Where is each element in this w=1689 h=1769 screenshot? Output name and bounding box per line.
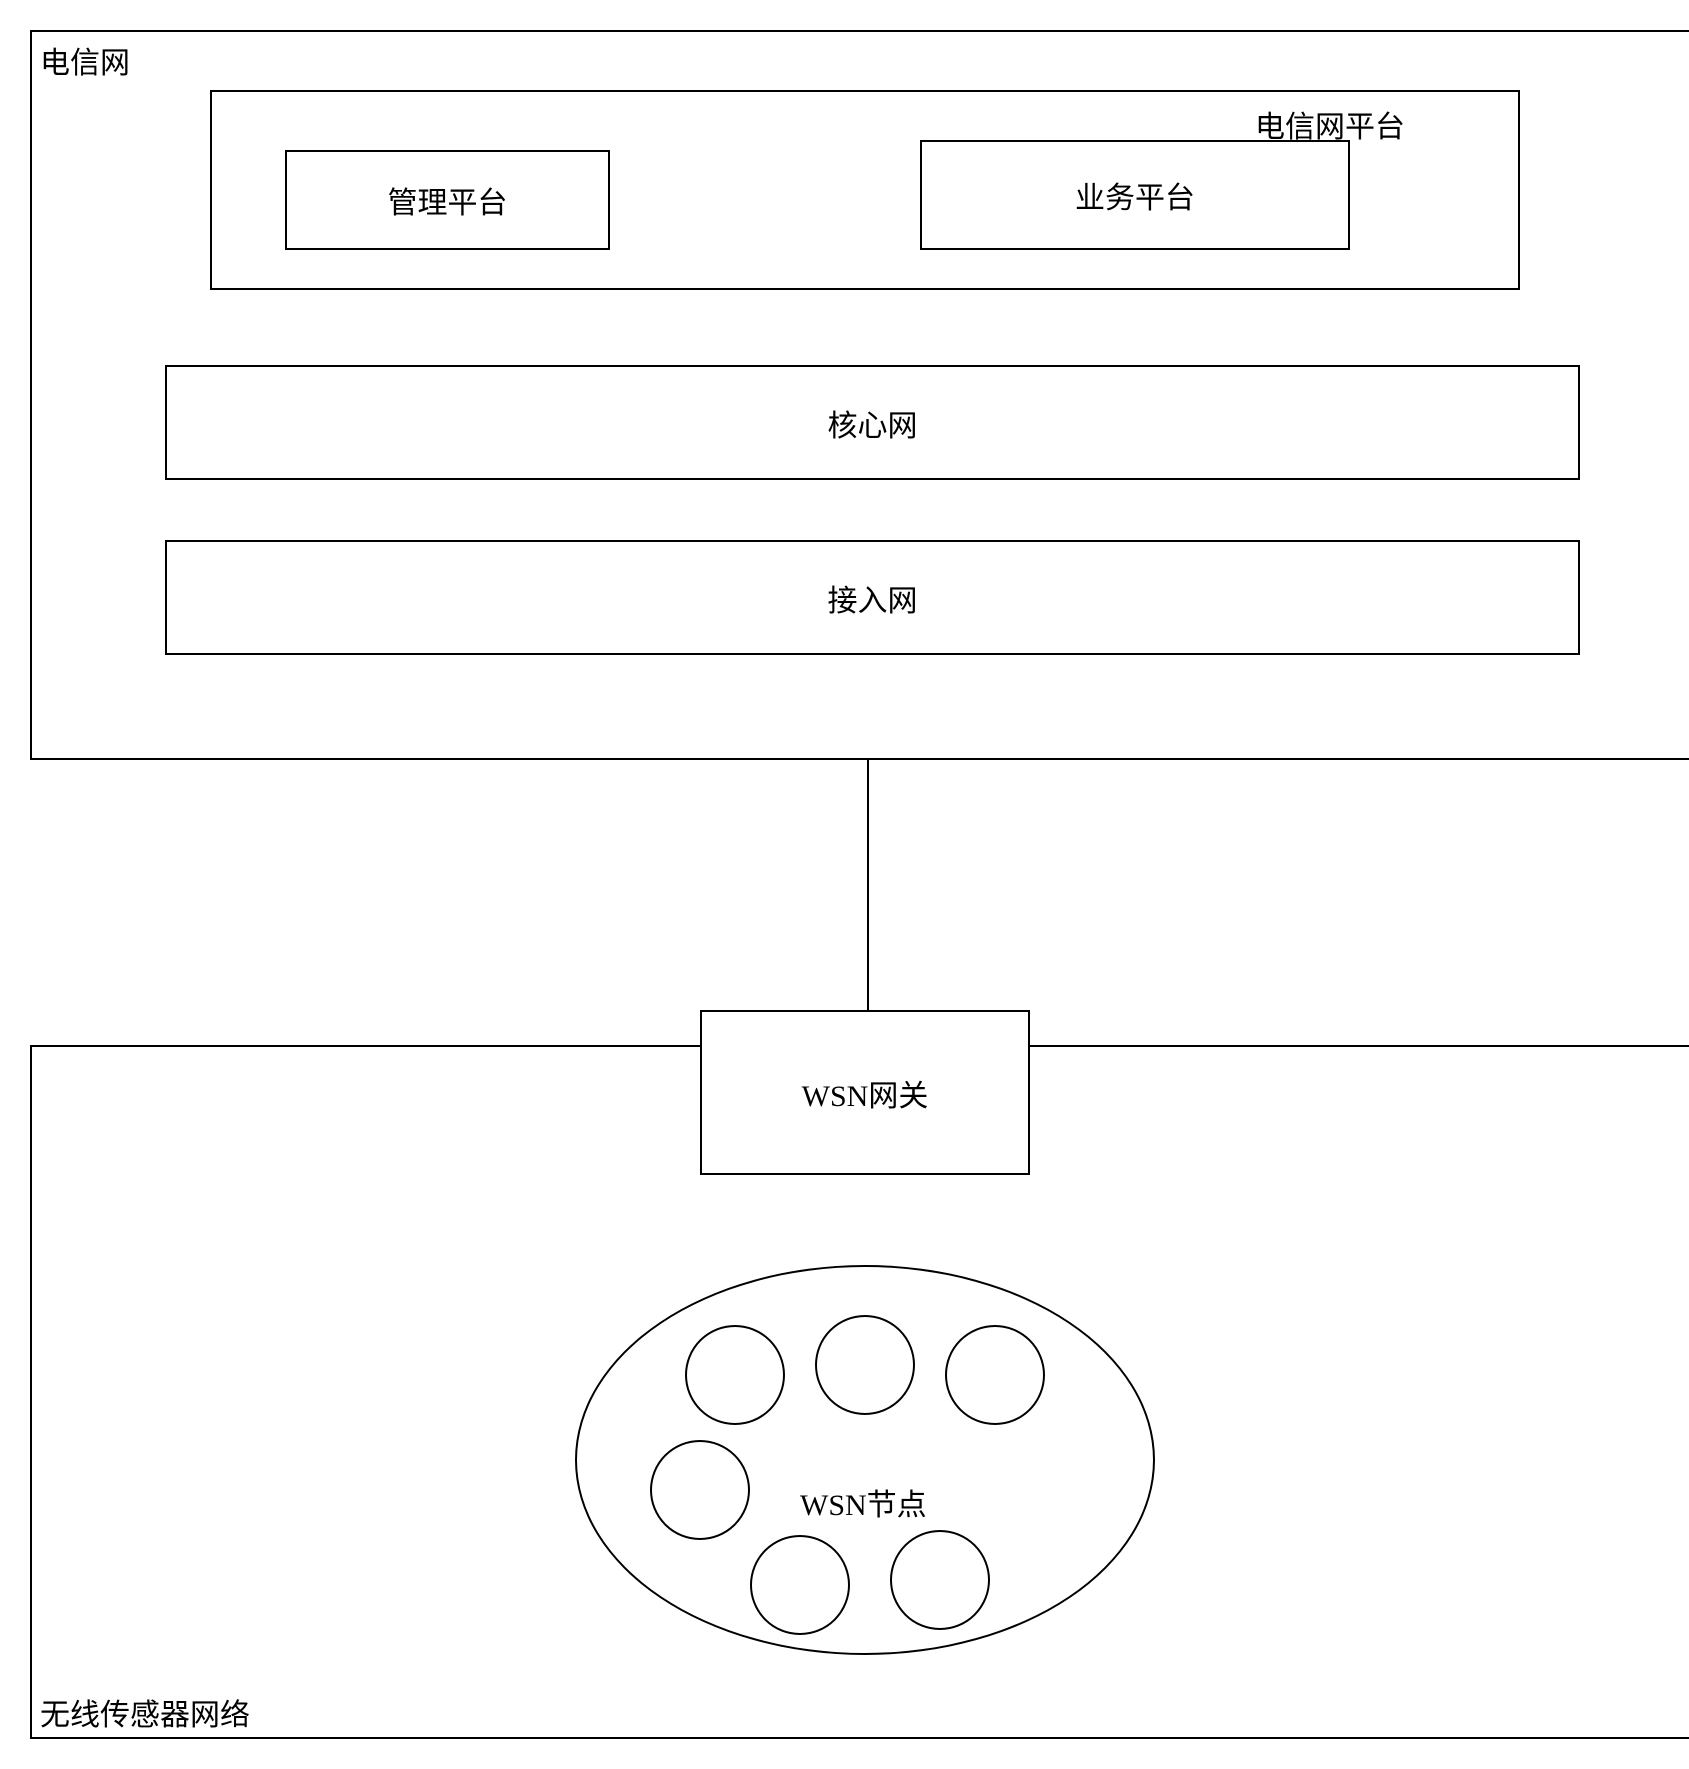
diagram-canvas: 电信网无线传感器网络电信网平台管理平台业务平台核心网接入网WSN网关WSN节点 — [20, 20, 1689, 1749]
wsn-node-circle-4 — [750, 1535, 850, 1635]
wsn-node-circle-2 — [945, 1325, 1045, 1425]
wsn-cluster-label: WSN节点 — [800, 1480, 927, 1524]
gateway-node: WSN网关 — [700, 1010, 1030, 1175]
wsn-label: 无线传感器网络 — [40, 1690, 250, 1734]
wsn-node-circle-5 — [890, 1530, 990, 1630]
core-node: 核心网 — [165, 365, 1580, 480]
service-node: 业务平台 — [920, 140, 1350, 250]
mgmt-node: 管理平台 — [285, 150, 610, 250]
wsn-node-circle-0 — [685, 1325, 785, 1425]
wsn-node-circle-1 — [815, 1315, 915, 1415]
access-node: 接入网 — [165, 540, 1580, 655]
telecom-label: 电信网 — [40, 38, 130, 82]
wsn-node-circle-3 — [650, 1440, 750, 1540]
